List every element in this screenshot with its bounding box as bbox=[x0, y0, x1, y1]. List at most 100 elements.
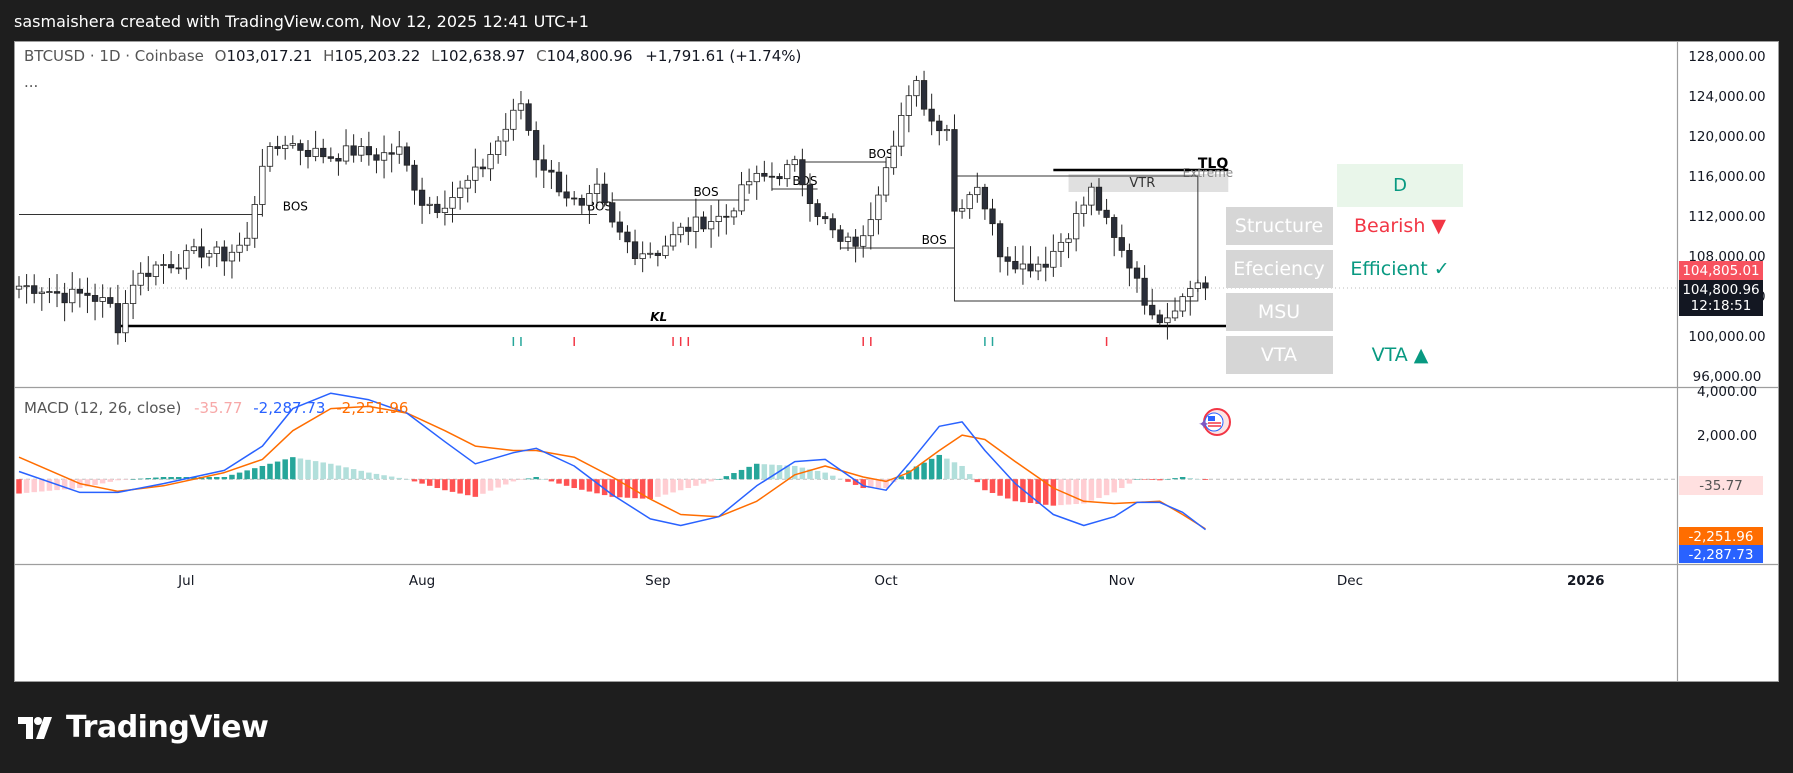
macd-histogram-bar bbox=[974, 479, 981, 483]
candle-body bbox=[388, 152, 395, 155]
candle-body bbox=[905, 95, 912, 116]
macd-histogram-bar bbox=[1149, 479, 1155, 480]
macd-histogram-bar bbox=[290, 457, 296, 480]
candle-body bbox=[502, 128, 509, 142]
chart-canvas[interactable]: KLTLQVTRExtremeBOSBOSBOSBOSBOSBOS 96,000… bbox=[14, 41, 1779, 682]
macd-histogram-bar bbox=[982, 479, 988, 491]
low-label: L bbox=[431, 47, 440, 65]
macd-histogram-bar bbox=[328, 463, 334, 480]
candle-body bbox=[274, 146, 281, 149]
candle-body bbox=[768, 175, 776, 178]
candle-body bbox=[114, 303, 122, 334]
chart-frame[interactable]: KLTLQVTRExtremeBOSBOSBOSBOSBOSBOS 96,000… bbox=[14, 41, 1779, 682]
price-annotation-layer: KLTLQVTRExtremeBOSBOSBOSBOSBOSBOS bbox=[19, 147, 1677, 346]
last-price-badge bbox=[1679, 280, 1763, 316]
symbol-label[interactable]: BTCUSD · 1D · Coinbase bbox=[24, 47, 204, 65]
macd-histogram-bar bbox=[738, 469, 745, 480]
candle-body bbox=[137, 272, 144, 286]
candle-body bbox=[23, 285, 30, 288]
candle-body bbox=[266, 146, 274, 167]
ohlc-legend[interactable]: BTCUSD · 1D · Coinbase O103,017.21 H105,… bbox=[24, 47, 801, 65]
macd-histogram-bar bbox=[480, 479, 486, 494]
candle-body bbox=[593, 183, 601, 194]
macd-histogram-bar bbox=[617, 479, 623, 498]
candle-body bbox=[669, 234, 677, 247]
candle-body bbox=[996, 223, 1004, 258]
macd-histogram-bar bbox=[153, 477, 159, 480]
prev-close-badge bbox=[1679, 261, 1763, 280]
signal-badge bbox=[1679, 527, 1763, 545]
macd-histogram-bar bbox=[487, 479, 494, 491]
macd-histogram-bar bbox=[503, 479, 509, 485]
macd-histogram-bar bbox=[997, 479, 1003, 496]
candle-body bbox=[1065, 238, 1072, 243]
candle-body bbox=[1034, 263, 1042, 272]
candle-body bbox=[692, 216, 700, 232]
macd-line bbox=[18, 392, 1206, 531]
macd-histogram-bar bbox=[267, 463, 273, 480]
legend-more[interactable]: ... bbox=[24, 73, 38, 91]
macd-histogram-bar bbox=[601, 479, 608, 496]
candle-body bbox=[571, 197, 578, 200]
candle-body bbox=[540, 159, 547, 171]
bos-label: BOS bbox=[922, 233, 947, 247]
price-tick-label: 112,000.00 bbox=[1688, 209, 1765, 225]
macd-histogram-bar bbox=[556, 479, 562, 484]
candle-body bbox=[1202, 282, 1209, 289]
macd-histogram-bar bbox=[753, 463, 760, 480]
macd-histogram-bar bbox=[419, 479, 425, 484]
candle-body bbox=[890, 145, 897, 169]
macd-histogram-bar bbox=[457, 479, 463, 494]
candle-body bbox=[365, 146, 372, 156]
candle-body bbox=[707, 221, 715, 230]
price-tick-label: 100,000.00 bbox=[1688, 329, 1765, 345]
candle-body bbox=[1080, 204, 1087, 214]
macd-layer bbox=[16, 392, 1677, 531]
candle-body bbox=[99, 297, 106, 302]
candle-body bbox=[327, 156, 334, 159]
range-box bbox=[953, 175, 1199, 302]
candle-body bbox=[791, 159, 798, 166]
candle-body bbox=[1171, 310, 1179, 319]
candle-body bbox=[1164, 317, 1171, 324]
candle-body bbox=[282, 144, 289, 149]
macd-legend[interactable]: MACD (12, 26, close) -35.77 -2,287.73 -2… bbox=[24, 399, 408, 417]
macd-histogram-bar bbox=[685, 479, 692, 489]
macd-histogram-bar bbox=[312, 461, 319, 480]
macd-hist-value: -35.77 bbox=[194, 399, 242, 417]
macd-histogram-bar bbox=[807, 469, 813, 480]
candle-body bbox=[860, 235, 867, 247]
macd-histogram-bar bbox=[959, 465, 965, 480]
macd-histogram-bar bbox=[175, 477, 182, 480]
time-tick-label: Oct bbox=[874, 573, 897, 589]
macd-histogram-bar bbox=[1141, 479, 1148, 480]
macd-histogram-bar bbox=[115, 479, 121, 481]
macd-histogram-bar bbox=[69, 479, 75, 489]
candle-body bbox=[1027, 263, 1034, 272]
candle-body bbox=[951, 129, 958, 212]
macd-histogram-bar bbox=[1119, 479, 1125, 489]
candle-body bbox=[411, 164, 418, 191]
tradingview-logo[interactable]: TradingView bbox=[18, 710, 269, 745]
candle-body bbox=[943, 129, 951, 132]
macd-histogram-bar bbox=[396, 477, 403, 480]
us-flag-event-icon[interactable]: ✦ bbox=[1198, 408, 1231, 436]
bottom-bar: TradingView bbox=[0, 682, 1793, 773]
vtr-label: VTR bbox=[1129, 176, 1155, 191]
candle-body bbox=[639, 253, 646, 260]
macd-histogram-bar bbox=[297, 458, 304, 480]
candle-body bbox=[1095, 186, 1103, 211]
candle-body bbox=[1156, 314, 1163, 324]
candle-body bbox=[730, 210, 738, 218]
macd-histogram-bar bbox=[715, 479, 722, 480]
candle-body bbox=[723, 215, 730, 218]
time-tick-label: 2026 bbox=[1567, 573, 1605, 589]
macd-histogram-bar bbox=[1065, 479, 1072, 505]
macd-histogram-bar bbox=[852, 479, 859, 485]
macd-title[interactable]: MACD (12, 26, close) bbox=[24, 399, 181, 417]
macd-histogram-bar bbox=[31, 479, 37, 493]
macd-histogram-bar bbox=[472, 479, 479, 497]
macd-histogram-bar bbox=[168, 477, 174, 480]
macd-histogram-bar bbox=[586, 479, 593, 492]
price-badges: 104,805.01 104,800.96 12:18:51 -35.77 -2… bbox=[1679, 261, 1763, 563]
